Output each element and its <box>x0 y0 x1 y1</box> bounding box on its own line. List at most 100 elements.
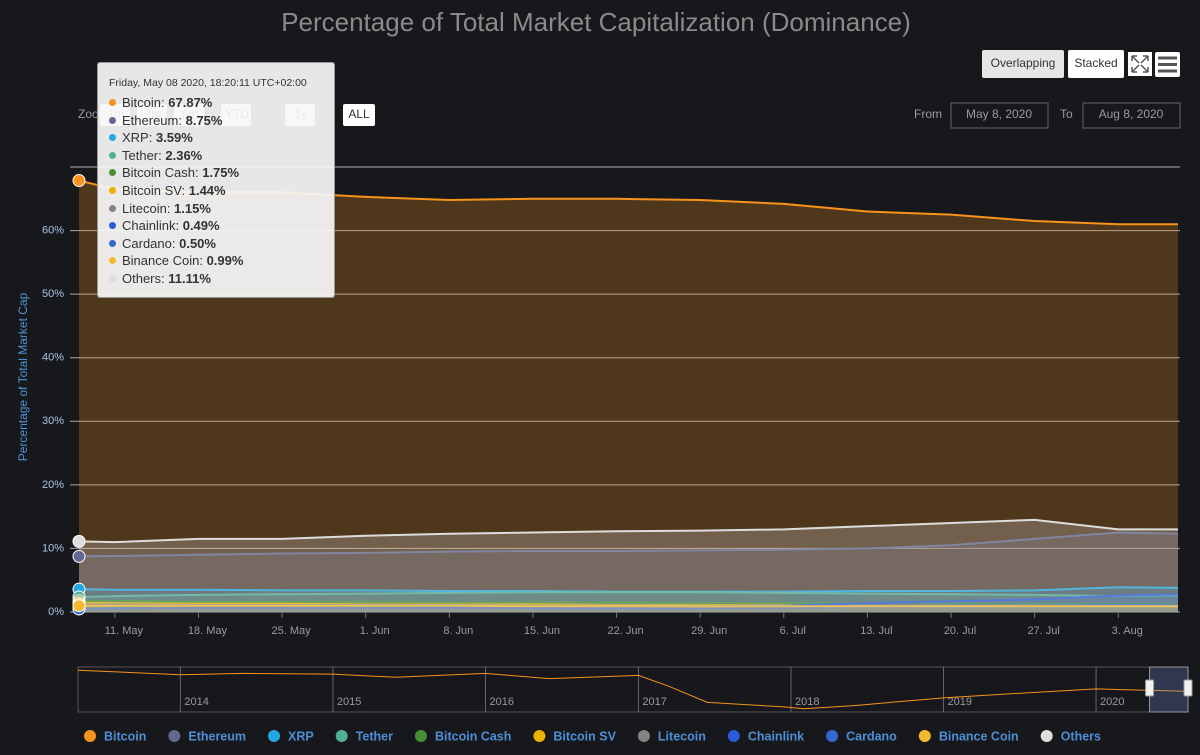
tooltip-dot <box>109 257 116 265</box>
x-tick-label: 8. Jun <box>443 625 473 637</box>
tooltip-series: Chainlink <box>122 218 183 233</box>
to-input[interactable] <box>1082 102 1181 129</box>
overlapping-button-label[interactable]: Overlapping <box>991 56 1056 70</box>
overlapping-button[interactable] <box>982 50 1064 78</box>
tooltip-row: Cardano0.50% <box>109 235 334 253</box>
tooltip-dot <box>109 151 116 159</box>
tooltip-row: Ethereum8.75% <box>109 112 334 130</box>
y-tick-label: 50% <box>42 288 64 300</box>
x-tick-label: 13. Jul <box>860 625 892 637</box>
series-area <box>79 519 1178 612</box>
tooltip-series: Ethereum <box>122 113 186 128</box>
series-line <box>78 518 1178 544</box>
legend-label[interactable]: Chainlink <box>748 729 804 743</box>
legend-label[interactable]: Tether <box>356 729 393 743</box>
x-tick-label: 25. May <box>272 625 312 637</box>
menu-icon[interactable] <box>1155 52 1180 77</box>
y-tick-label: 40% <box>42 352 64 364</box>
legend-label[interactable]: Bitcoin SV <box>553 729 616 743</box>
tooltip-value: 0.50% <box>179 235 216 251</box>
series-line <box>78 591 1179 598</box>
fullscreen-bg[interactable] <box>1128 52 1152 76</box>
x-tick-label: 15. Jun <box>524 625 560 637</box>
zoom-button[interactable] <box>343 104 375 126</box>
tooltip-series: Binance Coin <box>122 253 207 268</box>
plot-area <box>70 179 1180 613</box>
zoom-button-label[interactable]: ALL <box>348 107 370 121</box>
tooltip-dot <box>109 239 116 247</box>
from-value[interactable]: May 8, 2020 <box>966 107 1032 121</box>
tooltip-series: Bitcoin <box>122 95 168 110</box>
tooltip-dot <box>109 222 116 230</box>
fullscreen-glyph[interactable] <box>1131 55 1149 73</box>
legend-marker[interactable] <box>84 730 96 742</box>
y-tick-label: 60% <box>42 224 64 236</box>
legend-label[interactable]: Bitcoin Cash <box>435 729 511 743</box>
legend-label[interactable]: XRP <box>288 729 314 743</box>
series-line <box>78 604 1178 608</box>
legend-marker[interactable] <box>918 730 931 742</box>
navigator-handle[interactable] <box>1183 679 1193 697</box>
tooltip-dot <box>109 204 116 212</box>
legend-marker[interactable] <box>1040 730 1053 742</box>
navigator-tick-label: 2015 <box>337 696 361 708</box>
tooltip-value: 3.59% <box>155 130 193 146</box>
tooltip-value: 1.15% <box>174 200 211 216</box>
legend-label[interactable]: Binance Coin <box>939 729 1019 743</box>
x-tick-label: 20. Jul <box>944 625 976 637</box>
legend-marker[interactable] <box>335 730 348 742</box>
tooltip-row: XRP3.59% <box>109 129 334 147</box>
legend-label[interactable]: Cardano <box>846 729 897 743</box>
navigator-tick-label: 2020 <box>1100 696 1124 708</box>
hover-marker <box>72 174 86 188</box>
series-area <box>79 605 1178 612</box>
navigator-line <box>77 669 1189 710</box>
tooltip-row: Bitcoin SV1.44% <box>109 182 334 200</box>
to-value[interactable]: Aug 8, 2020 <box>1099 107 1164 121</box>
legend-marker[interactable] <box>533 730 546 742</box>
tooltip-dot <box>109 134 116 142</box>
x-tick-label: 11. May <box>105 625 144 637</box>
tooltip-date: Friday, May 08 2020, 18:20:11 UTC+02:00 <box>109 77 307 89</box>
legend-marker[interactable] <box>826 730 839 742</box>
tooltip-value: 1.75% <box>202 165 240 181</box>
tooltip-series: XRP <box>122 130 156 145</box>
legend-marker[interactable] <box>727 730 740 742</box>
legend-label[interactable]: Bitcoin <box>104 729 146 743</box>
stacked-button-label[interactable]: Stacked <box>1074 56 1117 70</box>
legend-label[interactable]: Litecoin <box>658 729 706 743</box>
tooltip-row: Others11.11% <box>109 270 334 288</box>
tooltip-value: 11.11% <box>168 270 211 286</box>
from-input[interactable] <box>950 102 1049 129</box>
tooltip-series: Tether <box>122 148 165 163</box>
x-tick-label: 1. Jun <box>360 625 390 637</box>
tooltip-value: 1.44% <box>188 182 226 198</box>
menu-glyph[interactable] <box>1158 56 1177 73</box>
x-tick-label: 27. Jul <box>1027 625 1059 637</box>
navigator-handle[interactable] <box>1145 679 1155 697</box>
fullscreen-icon[interactable] <box>1128 52 1152 76</box>
from-label: From <box>914 107 942 121</box>
tooltip-row: Litecoin1.15% <box>109 200 334 218</box>
series-area <box>79 532 1178 612</box>
legend-label[interactable]: Others <box>1061 729 1101 743</box>
tooltip-value: 67.87% <box>168 95 213 110</box>
x-tick-label: 22. Jun <box>608 625 644 637</box>
navigator-tick-label: 2016 <box>489 696 513 708</box>
legend-marker[interactable] <box>268 730 281 742</box>
stacked-button[interactable] <box>1068 50 1124 78</box>
navigator-tick-label: 2014 <box>184 696 208 708</box>
legend-label[interactable]: Ethereum <box>188 729 246 743</box>
navigator-tick-label: 2018 <box>795 696 819 708</box>
chart-title: Percentage of Total Market Capitalizatio… <box>281 7 911 37</box>
legend-marker[interactable] <box>168 730 181 742</box>
tooltip-dot <box>109 169 116 177</box>
hover-marker <box>72 549 86 563</box>
navigator-window[interactable] <box>1149 666 1189 713</box>
y-tick-label: 30% <box>42 415 64 427</box>
legend-marker[interactable] <box>637 730 650 742</box>
x-tick-label: 3. Aug <box>1112 625 1143 637</box>
legend-marker[interactable] <box>415 730 427 742</box>
